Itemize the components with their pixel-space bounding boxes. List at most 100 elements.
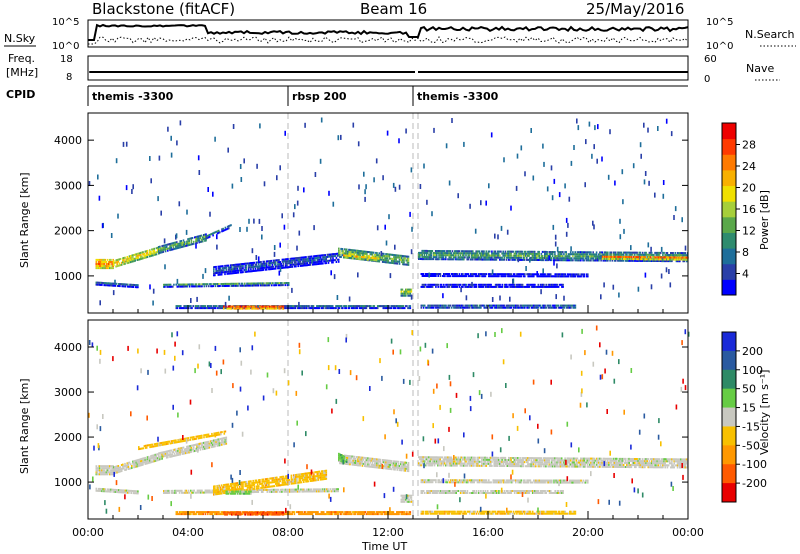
cell <box>160 247 162 250</box>
cell <box>257 305 260 308</box>
cell <box>488 254 491 257</box>
cell <box>571 275 573 278</box>
cell <box>179 242 181 245</box>
cell <box>170 491 173 494</box>
cell <box>274 284 276 287</box>
cell <box>97 489 100 492</box>
cell <box>107 490 110 493</box>
cell <box>533 252 536 255</box>
cell <box>315 261 317 264</box>
cell <box>216 230 219 233</box>
cell <box>260 307 262 310</box>
cell <box>490 285 492 288</box>
cell <box>136 492 138 495</box>
speckle <box>553 260 555 266</box>
cell <box>241 271 243 274</box>
cell <box>284 488 287 491</box>
cell <box>648 251 651 254</box>
cell <box>177 245 179 247</box>
cell <box>517 283 519 286</box>
cell <box>657 260 660 262</box>
cell <box>314 257 316 260</box>
cell <box>101 263 103 265</box>
speckle <box>304 122 306 128</box>
speckle <box>647 127 649 133</box>
cell <box>199 283 201 286</box>
cell <box>218 269 221 272</box>
cell <box>538 275 541 278</box>
cell <box>393 262 395 265</box>
cell <box>427 258 429 261</box>
cell <box>405 259 408 262</box>
cell <box>245 264 248 267</box>
cell <box>555 275 558 278</box>
cell <box>219 307 221 310</box>
cell <box>97 265 100 267</box>
speckle <box>596 158 598 164</box>
cell <box>423 304 426 307</box>
cell <box>129 261 132 264</box>
cell <box>290 488 292 491</box>
cell <box>201 307 203 310</box>
cell <box>97 465 100 468</box>
cell <box>308 305 310 308</box>
cell <box>467 258 470 261</box>
cell <box>549 283 552 286</box>
cell <box>207 446 210 449</box>
cell <box>320 307 323 310</box>
cell <box>406 305 408 308</box>
cell <box>255 269 258 272</box>
cell <box>200 489 202 492</box>
cell <box>405 292 407 295</box>
cell <box>343 248 346 251</box>
cell <box>498 275 500 278</box>
cell <box>501 304 504 307</box>
cell <box>362 307 364 310</box>
cell <box>245 270 248 273</box>
cell <box>204 305 207 308</box>
cell <box>255 491 257 493</box>
cell <box>303 264 305 267</box>
cell <box>95 487 98 490</box>
cell <box>237 269 240 272</box>
cell <box>205 239 207 242</box>
cell <box>268 488 271 491</box>
cell <box>363 307 365 310</box>
cell <box>318 258 321 261</box>
cell <box>515 250 518 253</box>
cell <box>156 459 159 462</box>
cell <box>363 305 365 308</box>
cell <box>442 252 445 255</box>
cell <box>401 254 403 257</box>
cell <box>376 257 379 260</box>
cell <box>423 254 426 256</box>
cell <box>206 441 208 444</box>
cell <box>553 275 555 278</box>
cell <box>264 268 267 271</box>
cell <box>602 257 605 260</box>
cell <box>577 259 580 262</box>
cell <box>427 304 429 307</box>
cell <box>129 259 132 261</box>
cell <box>367 255 369 258</box>
cell <box>251 266 253 269</box>
cell <box>514 258 517 261</box>
cell <box>255 282 257 285</box>
cell <box>114 470 116 472</box>
cell <box>215 434 218 437</box>
cell <box>499 254 501 257</box>
cell <box>594 255 597 258</box>
cell <box>379 254 382 257</box>
cell <box>305 490 308 493</box>
cell <box>100 267 102 270</box>
cell <box>265 262 268 265</box>
cell <box>145 256 148 259</box>
cell <box>181 440 184 443</box>
cell <box>491 254 493 257</box>
speckle <box>592 220 594 226</box>
cell <box>161 247 163 250</box>
cell <box>208 233 211 236</box>
cell <box>322 258 324 261</box>
power-colorbar-label: Power [dB] <box>758 190 771 250</box>
cell <box>355 305 358 308</box>
